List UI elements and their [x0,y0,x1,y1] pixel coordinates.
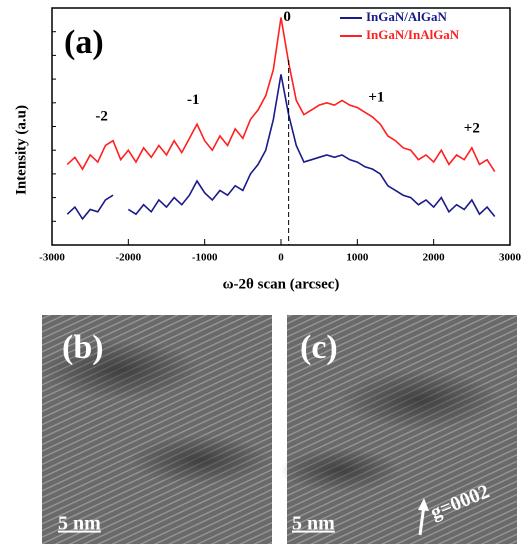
legend-label: InGaN/AlGaN [366,9,448,24]
panel-label: (c) [300,329,338,366]
x-axis-label: ω-2θ scan (arcsec) [223,276,340,292]
chart-title: (a) [64,24,104,61]
y-axis-label: Intensity (a.u) [13,105,29,195]
x-tick-label: -2000 [115,252,141,264]
panel-label: (b) [62,329,104,366]
arrow-head [418,498,429,511]
x-tick-label: 1000 [346,252,369,264]
x-tick-label: -3000 [39,252,65,264]
peak-annotation: +1 [368,89,384,105]
scale-bar: 5 nm [292,513,335,535]
x-tick-label: -1000 [192,252,218,264]
panel-c: (c) 5 nm g=0002 [280,315,517,544]
series-line [66,17,496,172]
peak-annotation: -2 [95,108,108,124]
peak-annotation: +2 [464,120,480,136]
panel-b: (b) 5 nm [40,315,272,544]
legend-label: InGaN/InAlGaN [366,27,460,42]
peak-annotation: -1 [187,92,200,108]
x-tick-label: 3000 [499,252,522,264]
x-tick-label: 2000 [423,252,446,264]
peak-annotation: 0 [283,9,291,25]
series-line [66,74,496,221]
scale-bar: 5 nm [58,513,101,535]
x-tick-label: 0 [278,252,284,264]
plot-frame [51,7,511,246]
